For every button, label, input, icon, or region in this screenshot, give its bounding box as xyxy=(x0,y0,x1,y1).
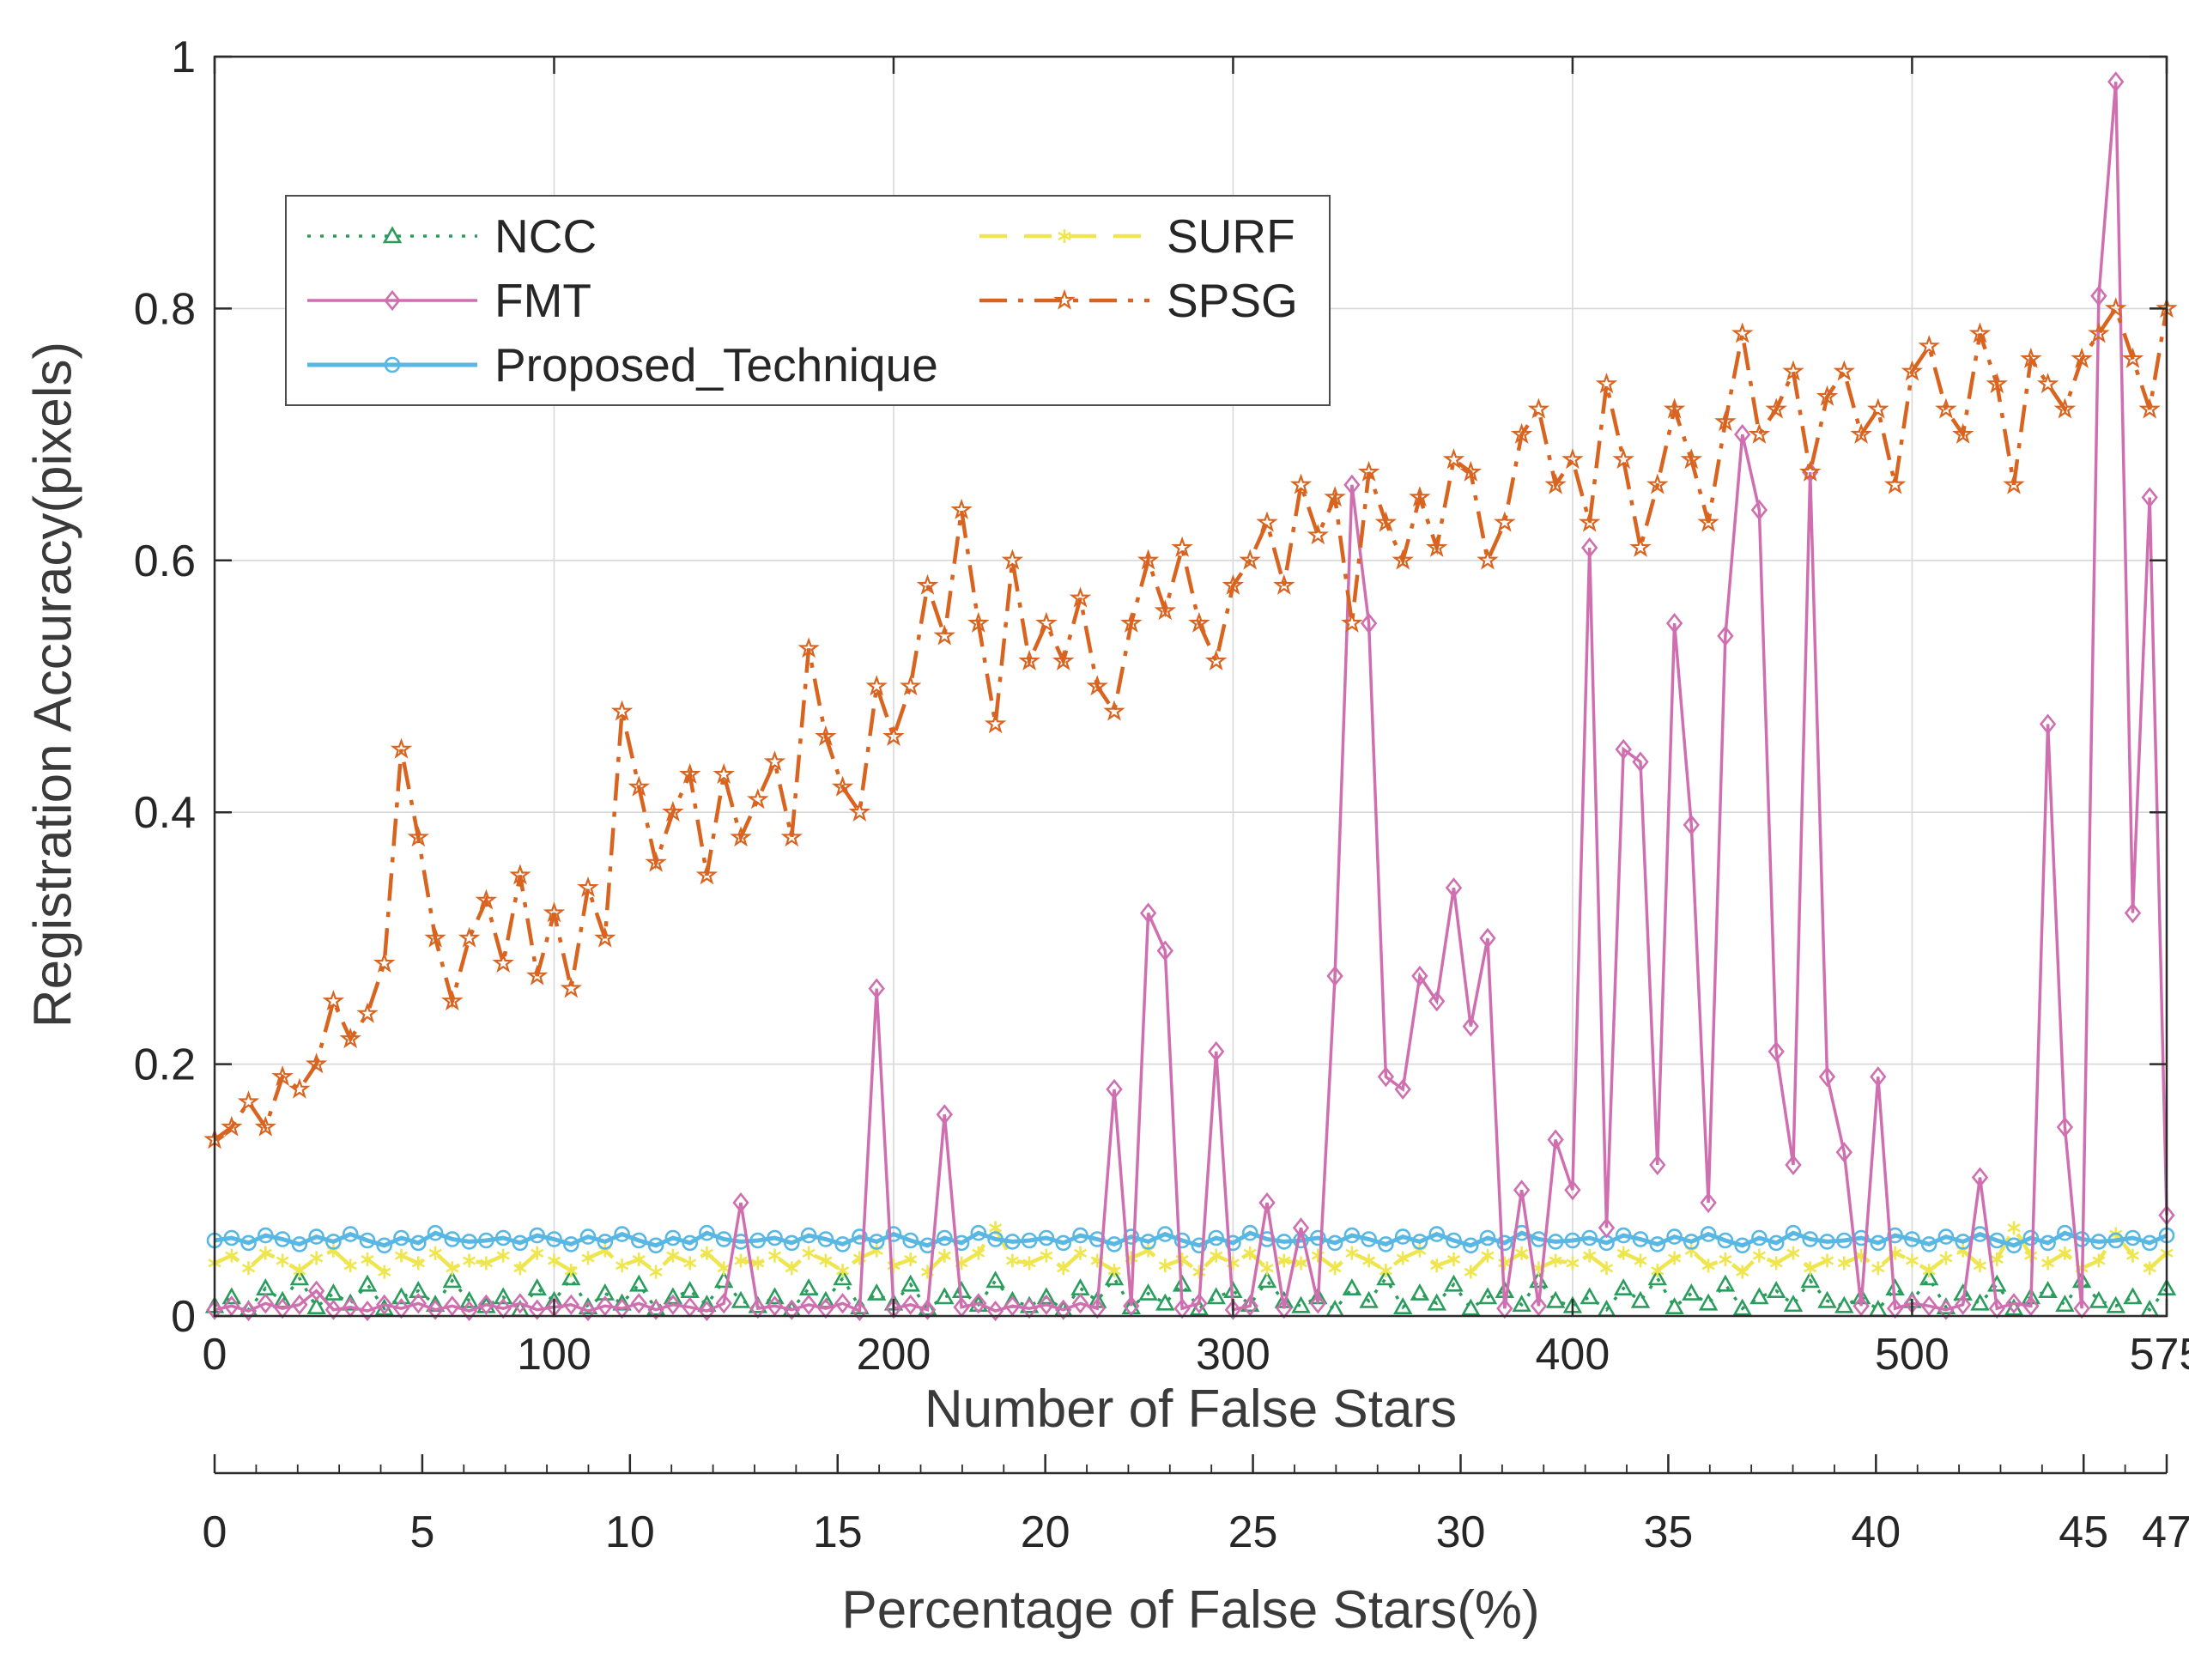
series-line xyxy=(213,304,2169,1142)
series-Proposed_Technique xyxy=(206,1224,2175,1254)
x-tick-label: 500 xyxy=(1875,1330,1949,1380)
legend-sample-FMT xyxy=(307,289,477,312)
x2-tick-label: 5 xyxy=(409,1507,434,1557)
legend-sample-Proposed_Technique xyxy=(307,357,477,373)
y-tick-label: 0 xyxy=(171,1292,196,1342)
series-FMT xyxy=(206,71,2175,1322)
x-tick-label: 100 xyxy=(517,1330,591,1380)
legend-label-SPSG: SPSG xyxy=(1166,273,1298,327)
series-line xyxy=(214,82,2168,1313)
x-axis-label: Number of False Stars xyxy=(924,1380,1458,1439)
legend-item-SURF: SURF xyxy=(974,209,1313,264)
y-tick-label: 1 xyxy=(171,33,196,82)
legend-label-FMT: FMT xyxy=(494,273,592,327)
legend-label-Proposed_Technique: Proposed_Technique xyxy=(494,338,938,392)
secondary-x-axis: 0 5 10 15 20 25 30 35 40 45 47 xyxy=(203,1454,2189,1557)
x2-tick-label: 40 xyxy=(1851,1507,1901,1557)
y-tick-label: 0.6 xyxy=(134,537,196,586)
x-tick-label: 300 xyxy=(1196,1330,1270,1380)
legend-item-SPSG: SPSG xyxy=(974,273,1313,328)
x2-tick-label: 45 xyxy=(2059,1507,2108,1557)
axes: 0 100 200 300 400 500 575 0 0.2 0.4 0.6 0.8 1 xyxy=(134,33,2189,1380)
y-tick-label: 0.8 xyxy=(134,284,196,334)
y-tick-label: 0.4 xyxy=(134,788,196,838)
x2-tick-label: 30 xyxy=(1436,1507,1486,1557)
legend-item-Proposed_Technique: Proposed_Technique xyxy=(302,337,954,392)
series-line xyxy=(214,1230,2168,1248)
legend-item-NCC: NCC xyxy=(302,209,954,264)
x2-tick-label: 0 xyxy=(203,1507,227,1557)
legend-sample-SPSG xyxy=(979,288,1149,310)
x2-tick-label: 25 xyxy=(1228,1507,1278,1557)
x-tick-label: 575 xyxy=(2130,1330,2189,1380)
x2-tick-label: 35 xyxy=(1643,1507,1693,1557)
x2-tick-label: 10 xyxy=(605,1507,655,1557)
x2-tick-label: 15 xyxy=(813,1507,863,1557)
x-tick-label: 200 xyxy=(857,1330,931,1380)
legend: NCC FMT Proposed_Technique SURF SPSG xyxy=(285,195,1331,406)
x2-tick-label: 47 xyxy=(2142,1507,2189,1557)
x-tick-label: 400 xyxy=(1536,1330,1610,1380)
legend-item-FMT: FMT xyxy=(302,273,954,328)
legend-sample-SURF xyxy=(979,228,1149,243)
legend-label-NCC: NCC xyxy=(494,209,597,263)
x2-tick-label: 20 xyxy=(1021,1507,1070,1557)
legend-label-SURF: SURF xyxy=(1166,209,1295,263)
series-SURF xyxy=(208,1221,2174,1279)
series-SPSG xyxy=(203,297,2178,1149)
series-line xyxy=(214,1223,2168,1275)
y-axis-label: Registration Accuracy(pixels) xyxy=(23,341,83,1028)
legend-sample-NCC xyxy=(307,226,477,243)
y-tick-label: 0.2 xyxy=(134,1040,196,1090)
x2-axis-label: Percentage of False Stars(%) xyxy=(841,1580,1540,1640)
x-tick-label: 0 xyxy=(203,1330,227,1380)
